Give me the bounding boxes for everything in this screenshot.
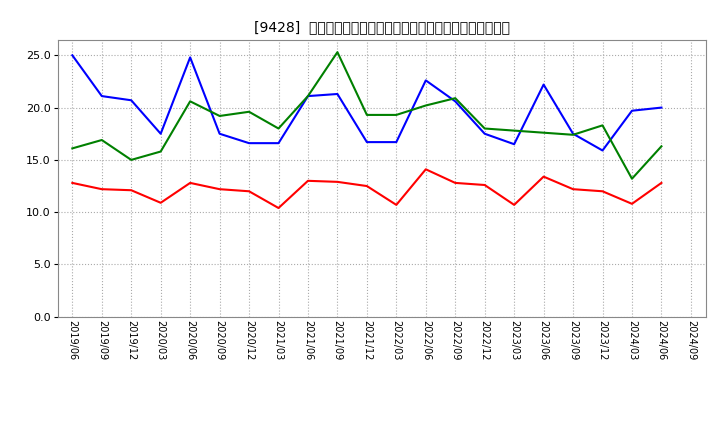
売上債権回転率	[68, 180, 76, 186]
売上債権回転率	[127, 187, 135, 193]
買入債務回転率	[333, 92, 342, 97]
在庫回転率	[363, 112, 372, 117]
在庫回転率	[480, 126, 489, 131]
Title: [9428]  売上債権回転率、買入債務回転率、在庫回転率の推移: [9428] 売上債権回転率、買入債務回転率、在庫回転率の推移	[253, 20, 510, 34]
売上債権回転率	[333, 179, 342, 184]
在庫回転率	[127, 157, 135, 162]
Line: 売上債権回転率: 売上債権回転率	[72, 169, 662, 208]
買入債務回転率	[598, 148, 607, 153]
買入債務回転率	[156, 131, 165, 136]
在庫回転率	[333, 50, 342, 55]
買入債務回転率	[392, 139, 400, 145]
売上債権回転率	[274, 205, 283, 211]
Line: 在庫回転率: 在庫回転率	[72, 52, 662, 179]
売上債権回転率	[245, 189, 253, 194]
売上債権回転率	[569, 187, 577, 192]
買入債務回転率	[539, 82, 548, 87]
買入債務回転率	[451, 99, 459, 104]
売上債権回転率	[156, 200, 165, 205]
買入債務回転率	[97, 93, 106, 99]
売上債権回転率	[392, 202, 400, 208]
在庫回転率	[97, 137, 106, 143]
売上債権回転率	[510, 202, 518, 208]
在庫回転率	[510, 128, 518, 133]
売上債権回転率	[628, 201, 636, 206]
在庫回転率	[215, 114, 224, 119]
買入債務回転率	[421, 78, 430, 83]
在庫回転率	[569, 132, 577, 137]
売上債権回転率	[186, 180, 194, 186]
在庫回転率	[304, 93, 312, 99]
在庫回転率	[156, 149, 165, 154]
在庫回転率	[68, 146, 76, 151]
売上債権回転率	[363, 183, 372, 189]
買入債務回転率	[186, 55, 194, 60]
売上債権回転率	[480, 182, 489, 187]
在庫回転率	[392, 112, 400, 117]
売上債権回転率	[421, 167, 430, 172]
買入債務回転率	[363, 139, 372, 145]
在庫回転率	[421, 103, 430, 108]
売上債権回転率	[304, 178, 312, 183]
売上債権回転率	[215, 187, 224, 192]
売上債権回転率	[97, 187, 106, 192]
在庫回転率	[539, 130, 548, 136]
買入債務回転率	[68, 53, 76, 58]
売上債権回転率	[598, 189, 607, 194]
在庫回転率	[657, 143, 666, 149]
Line: 買入債務回転率: 買入債務回転率	[72, 55, 662, 150]
在庫回転率	[186, 99, 194, 104]
買入債務回転率	[657, 105, 666, 110]
買入債務回転率	[274, 140, 283, 146]
買入債務回転率	[304, 93, 312, 99]
在庫回転率	[628, 176, 636, 181]
在庫回転率	[274, 126, 283, 131]
在庫回転率	[451, 95, 459, 101]
買入債務回転率	[127, 98, 135, 103]
在庫回転率	[598, 123, 607, 128]
買入債務回転率	[510, 142, 518, 147]
買入債務回転率	[569, 131, 577, 136]
売上債権回転率	[539, 174, 548, 179]
在庫回転率	[245, 109, 253, 114]
買入債務回転率	[480, 131, 489, 136]
買入債務回転率	[628, 108, 636, 114]
売上債権回転率	[657, 180, 666, 186]
Legend: 売上債権回転率, 買入債務回転率, 在庫回転率: 売上債権回転率, 買入債務回転率, 在庫回転率	[243, 439, 521, 440]
売上債権回転率	[451, 180, 459, 186]
買入債務回転率	[215, 131, 224, 136]
買入債務回転率	[245, 140, 253, 146]
